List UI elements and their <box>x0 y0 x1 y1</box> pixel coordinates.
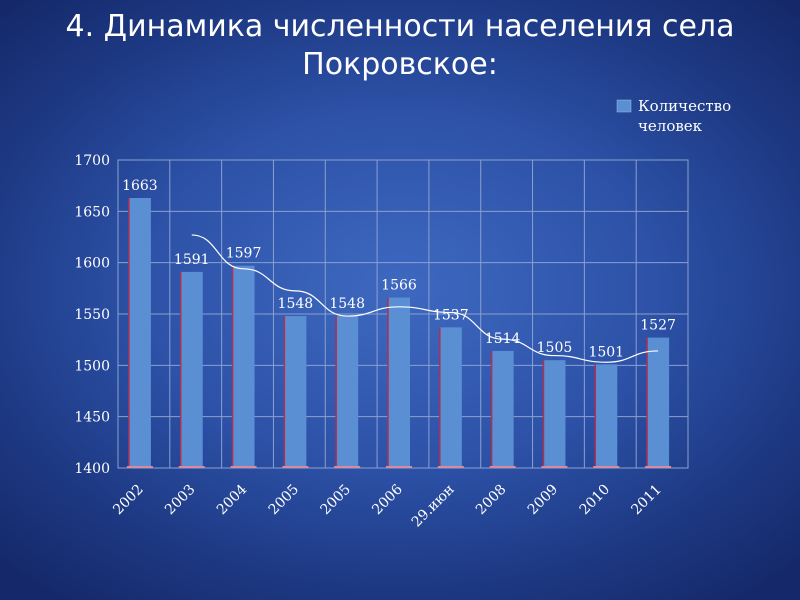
data-label: 1505 <box>537 340 573 356</box>
bar <box>180 271 203 468</box>
x-tick-label: 2009 <box>525 482 562 519</box>
page-title: 4. Динамика численности населения села П… <box>60 8 740 84</box>
title-line-2: Покровское: <box>302 47 498 82</box>
data-label: 1591 <box>174 252 210 268</box>
y-tick-label: 1650 <box>74 204 110 220</box>
y-tick-label: 1550 <box>74 307 110 323</box>
x-tick-label: 2010 <box>577 482 614 519</box>
bar <box>388 297 410 468</box>
y-tick-label: 1450 <box>74 410 110 426</box>
y-tick-label: 1700 <box>74 153 110 169</box>
data-label: 1566 <box>381 278 417 294</box>
data-label: 1548 <box>278 296 314 312</box>
data-label: 1537 <box>433 307 469 323</box>
x-tick-label: 2004 <box>214 481 251 518</box>
title-line-1: 4. Динамика численности населения села <box>65 9 735 44</box>
y-tick-label: 1600 <box>74 256 110 272</box>
bar <box>284 316 307 468</box>
bar <box>232 265 255 468</box>
bar <box>647 337 670 468</box>
x-tick-label: 2006 <box>369 481 406 518</box>
x-tick-label: 2008 <box>473 482 510 519</box>
bar <box>595 364 618 468</box>
y-tick-label: 1500 <box>74 358 110 374</box>
x-tick-label: 2005 <box>317 482 354 519</box>
legend-label: Количество <box>638 97 731 115</box>
x-tick-label: 2005 <box>266 482 303 519</box>
bar <box>128 197 151 468</box>
legend-swatch <box>616 99 632 113</box>
x-tick-label: 2011 <box>628 482 665 519</box>
bar <box>336 316 359 468</box>
x-tick-label: 29.июн <box>409 482 458 531</box>
data-label: 1663 <box>122 178 158 194</box>
legend: Количество человек <box>616 97 731 135</box>
bar <box>491 350 514 468</box>
x-tick-label: 2003 <box>162 482 199 519</box>
data-label: 1548 <box>329 296 365 312</box>
data-label: 1527 <box>640 318 676 334</box>
y-tick-label: 1400 <box>74 461 110 477</box>
x-tick-label: 2002 <box>110 482 147 519</box>
legend-label: человек <box>638 117 703 135</box>
trend-line <box>191 234 659 363</box>
bar <box>543 360 566 468</box>
data-label: 1597 <box>226 246 262 262</box>
bar <box>439 327 462 468</box>
data-label: 1501 <box>588 344 624 360</box>
